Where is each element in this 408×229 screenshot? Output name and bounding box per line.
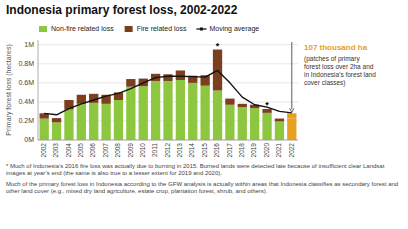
title: Indonesia primary forest loss, 2002-2022 <box>6 3 238 17</box>
bar-segment <box>176 80 185 140</box>
bar-segment <box>238 107 247 140</box>
footnote-line: Much of the primary forest loss in Indon… <box>6 181 398 187</box>
bar-segment <box>225 105 234 140</box>
bar-segment <box>139 86 148 140</box>
y-axis-line <box>38 40 39 140</box>
footnote: * Much of Indonesia’s 2016 fire loss was… <box>6 163 385 176</box>
legend-swatch <box>125 26 133 32</box>
x-tick-label: 2014 <box>188 143 195 158</box>
legend: Non-fire related loss Fire related loss Mo… <box>39 25 259 33</box>
bar-segment <box>262 113 271 140</box>
legend-label: Non-fire related loss <box>51 25 114 32</box>
x-tick-label: 2010 <box>139 143 146 158</box>
footnote: Much of the primary forest loss in Indon… <box>6 181 398 194</box>
x-tick-label: 2011 <box>151 143 158 157</box>
grid-line <box>38 140 298 141</box>
bar-segment <box>201 86 210 140</box>
x-tick-label: 2007 <box>102 143 109 158</box>
bar-segment <box>52 122 61 140</box>
x-axis-line <box>38 140 298 141</box>
x-tick-label: 2006 <box>89 143 96 158</box>
y-tick-label: 0M <box>24 136 34 143</box>
x-tick-label: 2022 <box>288 143 295 158</box>
annotation-star: * <box>265 100 269 110</box>
bar-segment <box>114 100 123 140</box>
line <box>44 70 292 114</box>
annotation-line: 107 thousand ha <box>304 43 368 52</box>
x-tick-label: 2008 <box>114 143 121 158</box>
x-tick-label: 2005 <box>77 143 84 158</box>
y-tick-label: 1M <box>24 41 34 48</box>
annotation-arrowhead <box>290 108 294 112</box>
annotation-line: in Indonesia’s forest land <box>304 71 376 78</box>
grid <box>38 45 298 140</box>
x-tick-label: 2003 <box>52 143 59 158</box>
x-tick-label: 2018 <box>238 143 245 158</box>
footnote-line: other land cover (e.g., mixed dry land a… <box>6 188 268 194</box>
grid-line <box>38 44 298 45</box>
plot-area <box>40 50 297 140</box>
y-tick-label: 0.4M <box>18 98 34 105</box>
footnote-line: * Much of Indonesia’s 2016 fire loss was… <box>6 163 385 169</box>
x-tick-label: 2019 <box>250 143 257 158</box>
bar-segment <box>287 119 296 140</box>
bar-segment <box>275 119 284 122</box>
x-tick-label: 2015 <box>201 143 208 158</box>
annotation: (patches of primaryforest loss over 2ha … <box>304 55 376 87</box>
annotation-star: * <box>216 41 220 51</box>
bar-segment <box>163 74 172 81</box>
bar-segment <box>64 110 73 140</box>
x-tick-label: 2004 <box>65 143 72 158</box>
legend-swatch <box>196 28 206 29</box>
legend-swatch <box>39 26 47 32</box>
legend-label: Moving average <box>209 25 259 33</box>
legend-label: Fire related loss <box>137 25 187 32</box>
bar-segment <box>126 87 135 140</box>
bar-segment <box>275 121 284 140</box>
bar-segment <box>163 81 172 140</box>
chart: Indonesia primary forest loss, 2002-2022… <box>0 0 408 229</box>
bar-segment <box>176 70 185 80</box>
bar-segment <box>52 118 61 122</box>
x-tick-label: 2013 <box>176 143 183 158</box>
bar-segment <box>188 83 197 140</box>
annotation-line: (patches of primary <box>304 55 360 63</box>
x-tick-label: 2016 <box>213 143 220 158</box>
x-tick-label: 2020 <box>263 143 270 158</box>
bar-segment <box>250 108 259 140</box>
bar-segment <box>101 104 110 140</box>
x-tick-label: 2009 <box>127 143 134 158</box>
bar-segment <box>126 79 135 87</box>
y-tick-label: 0.2M <box>18 117 34 124</box>
annotation-line: cover classes) <box>304 79 346 87</box>
bar-segment <box>89 103 98 140</box>
legend-swatch-marker <box>200 28 203 31</box>
annotation-arrow <box>291 42 292 109</box>
x-tick-label: 2021 <box>275 143 282 158</box>
annotation-line: forest loss over 2ha and <box>304 63 374 70</box>
annotation: 107 thousand ha <box>304 43 368 52</box>
x-tick-label: 2012 <box>164 143 171 158</box>
bar-segment <box>40 119 49 140</box>
y-tick-label: 0.6M <box>18 79 34 86</box>
footnote-line: images at year’s end (the same is also t… <box>6 170 222 176</box>
x-tick-label: 2017 <box>226 143 233 158</box>
bar-segment <box>225 99 234 105</box>
bar-segment <box>287 113 296 118</box>
bar-segment <box>151 81 160 140</box>
y-tick-label: 0.8M <box>18 60 34 67</box>
bar-segment <box>77 104 86 140</box>
grid-line <box>38 63 298 64</box>
y-axis-label: Primary forest loss (hectares) <box>5 44 13 135</box>
x-tick-label: 2002 <box>40 143 47 158</box>
bar-segment <box>213 90 222 140</box>
bar-segment <box>238 104 247 107</box>
